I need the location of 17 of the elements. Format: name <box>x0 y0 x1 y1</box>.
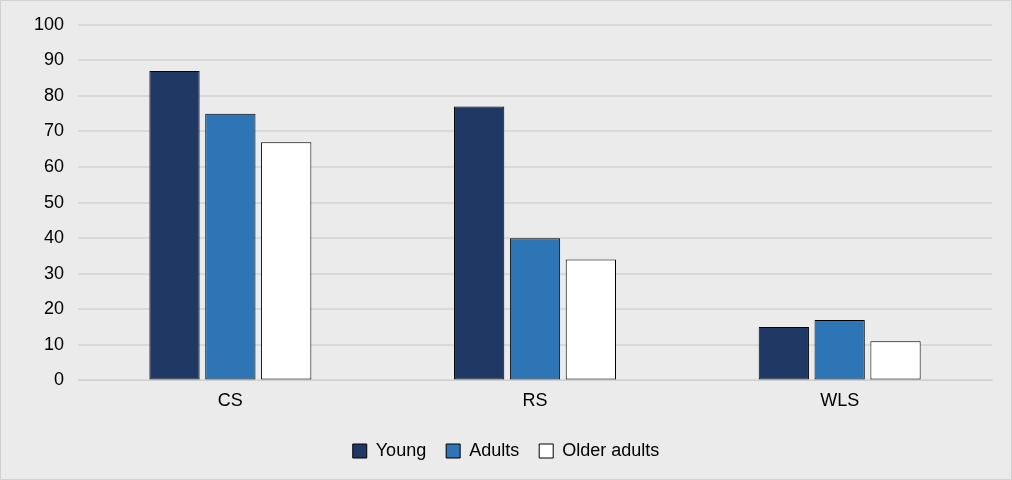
x-tick-label: RS <box>522 390 548 411</box>
x-tick-label: WLS <box>820 390 860 411</box>
y-tick-label: 0 <box>54 369 65 390</box>
y-tick-label: 30 <box>44 262 65 283</box>
legend-label: Young <box>375 439 427 460</box>
y-tick-label: 20 <box>44 298 65 319</box>
legend-label: Adults <box>469 439 520 460</box>
y-tick-label: 80 <box>44 84 65 105</box>
legend-label: Older adults <box>562 439 660 460</box>
y-tick-label: 90 <box>44 49 65 70</box>
y-tick-label: 60 <box>44 156 65 177</box>
y-tick-label: 10 <box>44 333 65 354</box>
y-tick-label: 50 <box>44 191 65 212</box>
y-tick-label: 40 <box>44 227 65 248</box>
y-tick-label: 70 <box>44 120 65 141</box>
y-tick-label: 100 <box>33 13 65 34</box>
x-tick-label: CS <box>217 390 243 411</box>
